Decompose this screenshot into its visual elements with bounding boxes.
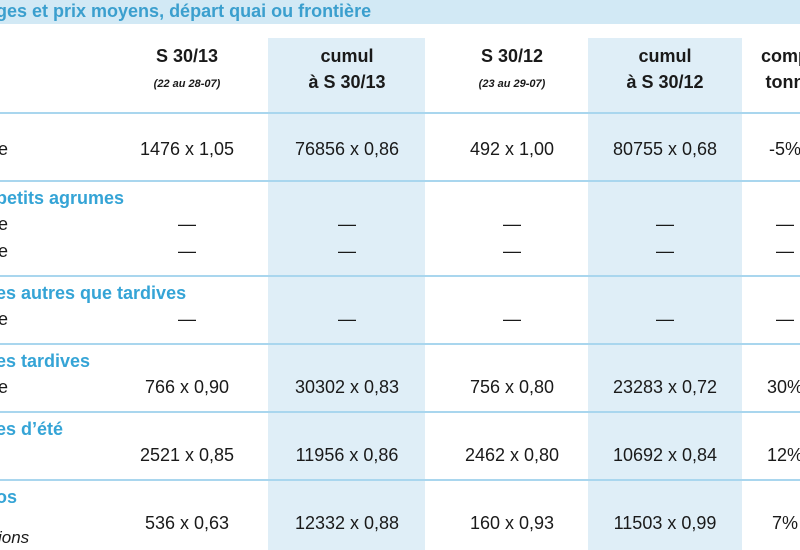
column-subheader: à S 30/13	[308, 72, 386, 92]
table-cell: 160 x 0,93	[469, 513, 555, 533]
row-separator	[0, 343, 800, 345]
row-separator	[0, 411, 800, 413]
column-header: cumul	[638, 46, 692, 66]
table-title: ges et prix moyens, départ quai ou front…	[0, 1, 372, 21]
table-cell: —	[776, 214, 794, 234]
column-shade	[588, 38, 742, 550]
table-cell: 766 x 0,90	[144, 377, 230, 397]
section-title: os	[0, 487, 18, 507]
table-cell: —	[656, 214, 674, 234]
table-cell: —	[178, 214, 196, 234]
column-header: cumul	[320, 46, 374, 66]
table-cell: 11956 x 0,86	[295, 445, 399, 465]
table-cell: 30302 x 0,83	[294, 377, 400, 397]
table-cell: 12332 x 0,88	[294, 513, 400, 533]
title-band	[0, 0, 800, 24]
row-separator	[0, 479, 800, 481]
section-title: es tardives	[0, 351, 91, 371]
row-label: e	[0, 241, 9, 261]
row-label: e	[0, 139, 9, 159]
row-separator	[0, 275, 800, 277]
column-header: S 30/12	[480, 46, 544, 66]
row-separator	[0, 180, 800, 182]
column-header: S 30/13	[155, 46, 219, 66]
column-shade	[268, 38, 425, 550]
section-title: es d’été	[0, 419, 64, 439]
row-label: e	[0, 309, 9, 329]
footnote: ions	[0, 528, 30, 547]
table-cell: 7%	[771, 513, 799, 533]
table-cell: 2462 x 0,80	[464, 445, 560, 465]
column-subheader: (23 au 29-07)	[478, 78, 546, 90]
row-label: e	[0, 214, 9, 234]
table-cell: —	[503, 309, 521, 329]
table-cell: —	[178, 309, 196, 329]
table-cell: —	[656, 241, 674, 261]
section-title: es autres que tardives	[0, 283, 187, 303]
table-cell: —	[338, 241, 356, 261]
table-cell: 30%	[766, 377, 800, 397]
table-cell: 492 x 1,00	[469, 139, 555, 159]
table-cell: —	[776, 241, 794, 261]
table-cell: 756 x 0,80	[469, 377, 555, 397]
table-cell: 80755 x 0,68	[612, 139, 718, 159]
table-cell: —	[776, 309, 794, 329]
table-cell: —	[503, 214, 521, 234]
section-title: petits agrumes	[0, 188, 125, 208]
table-cell: —	[503, 241, 521, 261]
table-cell: 2521 x 0,85	[139, 445, 235, 465]
table-cell: -5%	[768, 139, 800, 159]
table-cell: —	[656, 309, 674, 329]
table-cell: 536 x 0,63	[144, 513, 230, 533]
table-cell: 1476 x 1,05	[139, 139, 235, 159]
table-cell: 76856 x 0,86	[294, 139, 400, 159]
table-cell: 12%	[766, 445, 800, 465]
row-label: e	[0, 377, 9, 397]
table-cell: —	[178, 241, 196, 261]
column-header: comp	[760, 46, 800, 66]
table-cell: 23283 x 0,72	[612, 377, 718, 397]
column-subheader: tonn	[765, 72, 800, 92]
table-cell: 10692 x 0,84	[612, 445, 718, 465]
table-cell: —	[338, 214, 356, 234]
column-subheader: à S 30/12	[626, 72, 704, 92]
table-cell: 11503 x 0,99	[613, 513, 717, 533]
table-cell: —	[338, 309, 356, 329]
column-subheader: (22 au 28-07)	[153, 78, 221, 90]
row-separator	[0, 112, 800, 114]
